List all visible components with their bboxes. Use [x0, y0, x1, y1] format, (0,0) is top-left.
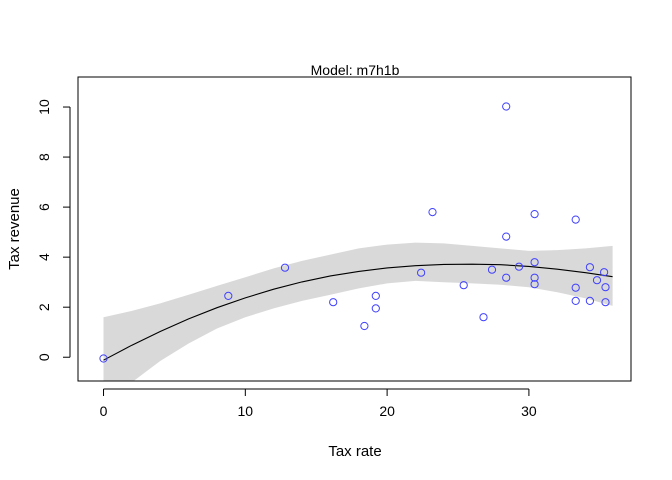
data-point [502, 273, 511, 282]
x-tick-label: 0 [100, 403, 108, 419]
y-tick-label: 2 [36, 303, 52, 311]
x-tick-label: 10 [238, 403, 254, 419]
data-point [530, 210, 539, 219]
data-point [487, 265, 497, 274]
data-point [601, 298, 610, 307]
data-point [530, 280, 539, 289]
confidence-band [103, 242, 613, 381]
data-point [585, 263, 595, 272]
data-point [360, 321, 369, 331]
data-point [479, 313, 488, 322]
y-tick-label: 6 [36, 203, 52, 211]
data-point [600, 268, 609, 277]
y-tick-label: 0 [36, 353, 52, 361]
data-point [329, 298, 338, 307]
data-point [224, 291, 233, 300]
data-point [571, 283, 580, 292]
data-point [601, 283, 610, 292]
y-axis-title: Tax revenue [6, 188, 23, 270]
data-point [530, 258, 539, 267]
fit-line [103, 263, 613, 361]
chart-title: Model: m7h1b [311, 62, 400, 78]
x-tick-label: 20 [379, 403, 395, 419]
y-tick-label: 4 [36, 253, 52, 261]
data-point [585, 296, 595, 305]
data-point [502, 232, 511, 241]
x-axis-title: Tax rate [328, 443, 381, 460]
data-point [99, 354, 108, 363]
data-point [417, 268, 426, 277]
data-point [571, 215, 580, 224]
x-tick-label: 30 [521, 403, 537, 419]
data-point [514, 262, 524, 271]
data-point [280, 263, 290, 272]
y-tick-label: 10 [36, 99, 52, 115]
data-point [530, 273, 539, 282]
y-tick-label: 8 [36, 153, 52, 161]
data-point [371, 291, 380, 300]
data-point [502, 102, 511, 111]
data-point [571, 296, 580, 305]
data-point [459, 281, 468, 290]
data-point [592, 276, 602, 285]
data-point [428, 208, 437, 217]
plot-frame [77, 76, 632, 382]
data-point [371, 304, 380, 313]
